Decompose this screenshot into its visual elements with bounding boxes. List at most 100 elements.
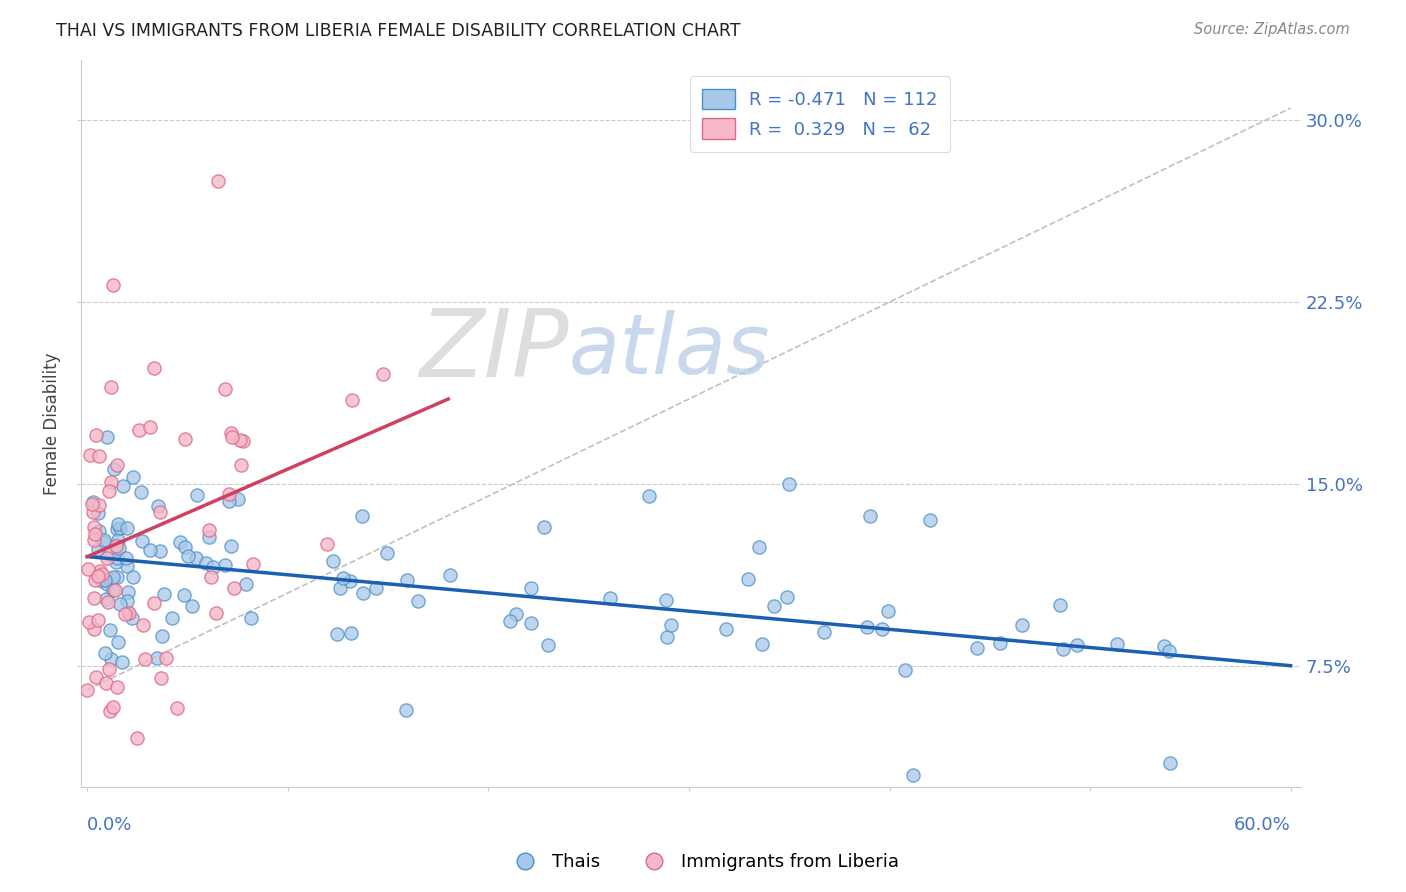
Point <box>87 613 110 627</box>
Point <box>235 577 257 591</box>
Y-axis label: Female Disability: Female Disability <box>44 352 60 494</box>
Point <box>108 597 131 611</box>
Point <box>214 382 236 396</box>
Point <box>114 607 136 622</box>
Point <box>97 595 120 609</box>
Point <box>108 541 131 556</box>
Point <box>226 492 249 507</box>
Point <box>322 554 344 568</box>
Point <box>505 607 527 621</box>
Point <box>155 651 177 665</box>
Point <box>121 470 143 484</box>
Point <box>1157 643 1180 657</box>
Point <box>111 479 134 493</box>
Point <box>1052 641 1074 656</box>
Point <box>121 611 143 625</box>
Point <box>166 701 188 715</box>
Point <box>204 607 226 621</box>
Point <box>221 539 243 553</box>
Point <box>139 419 162 434</box>
Point <box>128 423 150 437</box>
Point <box>353 585 375 599</box>
Point <box>83 533 105 547</box>
Point <box>326 627 349 641</box>
Point <box>84 428 107 442</box>
Point <box>150 629 173 643</box>
Point <box>129 485 152 500</box>
Point <box>96 676 118 690</box>
Point <box>87 499 110 513</box>
Point <box>778 476 800 491</box>
Point <box>1011 618 1033 632</box>
Point <box>103 569 125 583</box>
Point <box>77 562 100 576</box>
Point <box>180 599 202 613</box>
Text: 60.0%: 60.0% <box>1234 816 1291 834</box>
Point <box>107 570 129 584</box>
Point <box>339 574 361 589</box>
Point <box>87 506 110 520</box>
Text: Source: ZipAtlas.com: Source: ZipAtlas.com <box>1194 22 1350 37</box>
Point <box>149 671 172 685</box>
Point <box>439 568 461 582</box>
Point <box>104 582 127 597</box>
Point <box>107 533 129 547</box>
Point <box>966 640 988 655</box>
Point <box>1107 637 1129 651</box>
Point <box>100 623 122 637</box>
Point <box>107 517 129 532</box>
Point <box>122 569 145 583</box>
Point <box>86 670 108 684</box>
Point <box>97 662 120 676</box>
Text: atlas: atlas <box>569 310 770 391</box>
Point <box>80 497 103 511</box>
Point <box>173 433 195 447</box>
Point <box>79 615 101 629</box>
Point <box>988 636 1011 650</box>
Point <box>901 768 924 782</box>
Point <box>83 527 105 541</box>
Point <box>82 494 104 508</box>
Point <box>117 606 139 620</box>
Point <box>100 652 122 666</box>
Point <box>1049 598 1071 612</box>
Point <box>229 433 252 447</box>
Point <box>184 550 207 565</box>
Point <box>637 489 659 503</box>
Point <box>131 534 153 549</box>
Point <box>105 522 128 536</box>
Point <box>94 591 117 606</box>
Point <box>173 588 195 602</box>
Point <box>394 703 416 717</box>
Point <box>195 556 218 570</box>
Point <box>1159 756 1181 770</box>
Point <box>352 509 374 524</box>
Point <box>139 543 162 558</box>
Point <box>218 494 240 508</box>
Point <box>91 566 114 581</box>
Point <box>132 618 155 632</box>
Point <box>79 448 101 462</box>
Point <box>737 572 759 586</box>
Point <box>127 731 149 746</box>
Point <box>856 620 879 634</box>
Point <box>105 555 128 569</box>
Point <box>366 581 388 595</box>
Point <box>100 573 122 587</box>
Point <box>115 521 138 535</box>
Point <box>152 587 174 601</box>
Point <box>894 663 917 677</box>
Point <box>97 548 120 562</box>
Point <box>186 488 208 502</box>
Point <box>340 626 363 640</box>
Point <box>103 700 125 714</box>
Point <box>198 530 221 544</box>
Point <box>316 536 339 550</box>
Point <box>174 540 197 554</box>
Point <box>870 622 893 636</box>
Point <box>599 591 621 605</box>
Point <box>655 630 678 644</box>
Point <box>115 551 138 566</box>
Point <box>84 573 107 587</box>
Point <box>103 278 125 293</box>
